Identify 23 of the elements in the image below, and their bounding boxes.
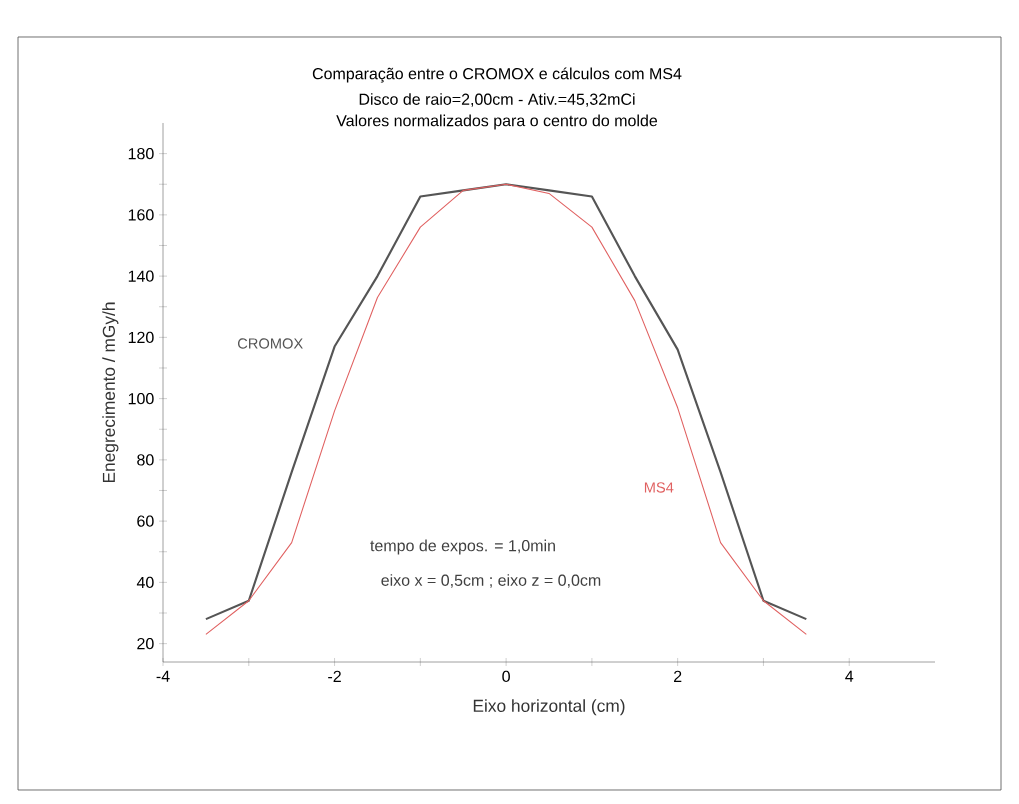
x-tick-label: -2 (328, 670, 341, 682)
chart-subtitle: Disco de raio=2,00cm - Ativ.=45,32mCi (359, 93, 635, 107)
y-tick-label: 60 (137, 515, 154, 527)
series-label: MS4 (644, 482, 674, 493)
y-axis-title: Enegrecimento / mGy/h (102, 302, 119, 483)
x-tick-label: 2 (674, 670, 682, 682)
y-tick-label: 140 (128, 270, 154, 282)
chart-title: Comparação entre o CROMOX e cálculos com MS4 (312, 67, 682, 83)
annotation: Valores normalizados para o centro do molde (336, 114, 658, 130)
x-axis-title: Eixo horizontal (cm) (473, 699, 625, 716)
x-tick-label: 0 (502, 670, 510, 683)
annotation: tempo de expos. = 1,0min (370, 539, 555, 555)
y-tick-label: 120 (128, 331, 154, 344)
y-tick-label: 100 (128, 392, 154, 405)
annotation: eixo x = 0,5cm ; eixo z = 0,0cm (381, 574, 601, 588)
y-tick-label: 160 (128, 209, 154, 221)
y-tick-label: 80 (137, 454, 154, 466)
x-tick-label: -4 (156, 670, 170, 682)
x-tick-label: 4 (845, 670, 854, 682)
series-label: CROMOX (237, 338, 303, 349)
y-tick-label: 40 (136, 576, 154, 589)
y-tick-label: 20 (137, 637, 154, 650)
y-tick-label: 180 (128, 147, 154, 160)
